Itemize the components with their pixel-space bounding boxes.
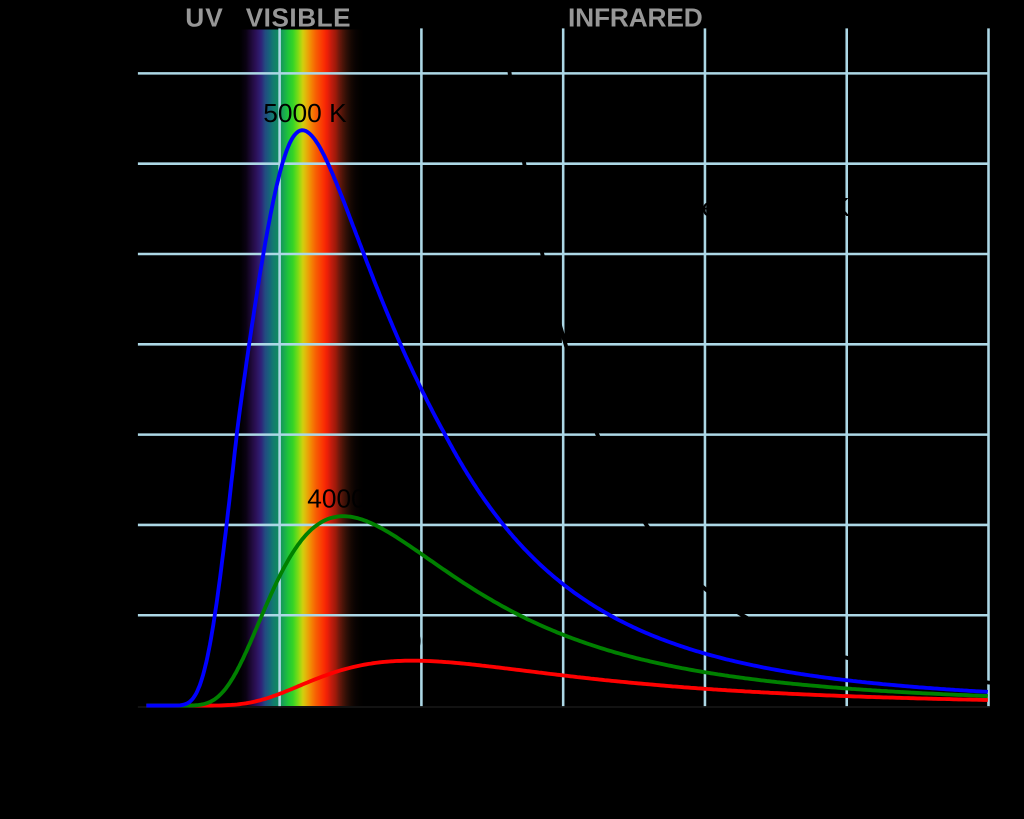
svg-text:UV: UV: [185, 2, 224, 32]
svg-text:5000 K: 5000 K: [263, 98, 347, 128]
svg-text:INFRARED: INFRARED: [568, 2, 703, 32]
svg-text:VISIBLE: VISIBLE: [246, 2, 351, 32]
svg-text:4000 K: 4000 K: [307, 484, 391, 514]
svg-text:Classical theory (5000 K): Classical theory (5000 K): [570, 194, 858, 222]
svg-text:3000 K: 3000 K: [378, 626, 462, 656]
